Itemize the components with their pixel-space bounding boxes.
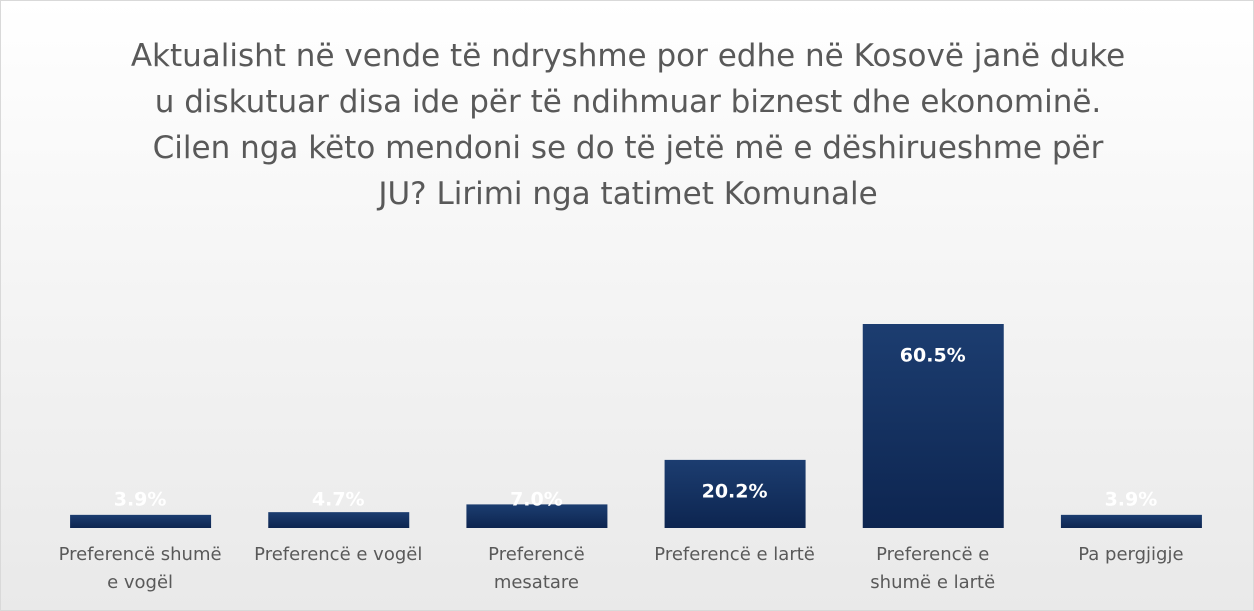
bar	[862, 324, 1004, 528]
bar	[466, 504, 608, 528]
value-label: 7.0%	[510, 489, 563, 511]
bar	[268, 512, 410, 528]
x-tick-label: Pa pergjigje	[1078, 544, 1184, 565]
bar	[1060, 514, 1202, 528]
bar	[70, 514, 212, 528]
bar	[664, 459, 806, 528]
value-label: 4.7%	[312, 489, 365, 511]
x-tick-label: Preferencë mesatare	[488, 544, 585, 593]
x-tick-label: Preferencë e vogël	[254, 544, 423, 565]
value-label: 3.9%	[114, 489, 167, 511]
value-label: 20.2%	[702, 480, 768, 502]
value-label: 3.9%	[1105, 489, 1158, 511]
x-tick-label: Preferencë e lartë	[654, 544, 815, 565]
x-tick-label: Preferencë shumë e vogël	[58, 544, 222, 593]
x-tick-label: Preferencë e shumë e lartë	[870, 544, 996, 593]
chart-title: Aktualisht në vende të ndryshme por edhe…	[130, 38, 1126, 212]
value-label: 60.5%	[900, 345, 966, 367]
